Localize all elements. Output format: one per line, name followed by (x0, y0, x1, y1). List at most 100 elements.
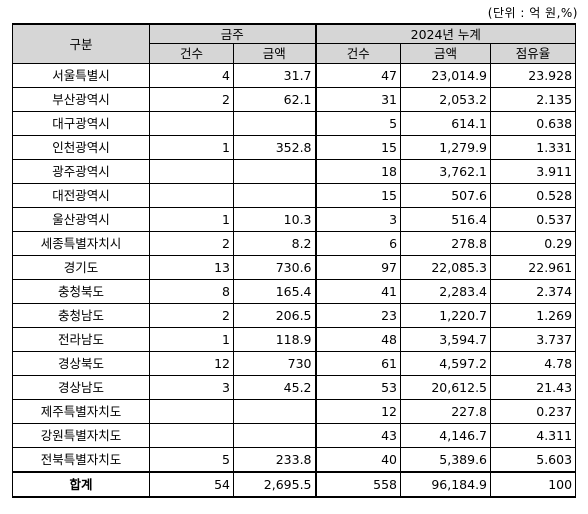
share-cell: 0.537 (490, 207, 577, 232)
week-count-cell: 13 (149, 255, 234, 280)
cum-count-cell: 53 (314, 375, 402, 400)
cum-amount-cell: 4,597.2 (400, 351, 492, 376)
week-amount-cell: 206.5 (232, 303, 317, 328)
table-row: 경상북도 12 730 61 4,597.2 4.78 (12, 351, 577, 376)
week-amount-cell (232, 159, 317, 184)
header-cum-amount: 금액 (400, 43, 492, 64)
share-cell: 1.269 (490, 303, 577, 328)
week-count-cell: 2 (149, 231, 234, 256)
table-row: 전북특별자치도 5 233.8 40 5,389.6 5.603 (12, 447, 577, 473)
cum-amount-cell: 1,279.9 (400, 135, 492, 160)
cum-count-cell: 23 (314, 303, 402, 328)
cum-amount-cell: 278.8 (400, 231, 492, 256)
week-count-cell (149, 399, 234, 424)
cum-amount-cell: 23,014.9 (400, 63, 492, 88)
table-row: 충청북도 8 165.4 41 2,283.4 2.374 (12, 279, 577, 304)
region-cell: 서울특별시 (12, 63, 150, 88)
week-amount-cell (232, 183, 317, 208)
header-week-amount: 금액 (232, 43, 317, 64)
cum-count-cell: 15 (314, 183, 402, 208)
region-cell: 대전광역시 (12, 183, 150, 208)
week-amount-cell: 45.2 (232, 375, 317, 400)
share-cell: 4.311 (490, 423, 577, 448)
week-count-cell: 54 (149, 471, 234, 498)
share-cell: 0.528 (490, 183, 577, 208)
cum-count-cell: 12 (314, 399, 402, 424)
table-row: 광주광역시 18 3,762.1 3.911 (12, 159, 577, 184)
table-row: 전라남도 1 118.9 48 3,594.7 3.737 (12, 327, 577, 352)
region-cell: 충청북도 (12, 279, 150, 304)
header-row-columns: 건수 금액 건수 금액 점유율 (13, 43, 577, 64)
region-cell: 합계 (12, 471, 150, 498)
cum-count-cell: 97 (314, 255, 402, 280)
week-count-cell (149, 159, 234, 184)
cum-count-cell: 18 (314, 159, 402, 184)
cum-amount-cell: 2,283.4 (400, 279, 492, 304)
cum-amount-cell: 3,594.7 (400, 327, 492, 352)
week-amount-cell: 10.3 (232, 207, 317, 232)
cum-amount-cell: 3,762.1 (400, 159, 492, 184)
week-amount-cell (232, 399, 317, 424)
region-summary-table: 구분 금주 2024년 누계 건수 금액 건수 금액 점유율 서울특별시 4 31.… (12, 23, 577, 498)
cum-count-cell: 43 (314, 423, 402, 448)
week-count-cell (149, 183, 234, 208)
region-cell: 전북특별자치도 (12, 447, 150, 473)
region-cell: 경상북도 (12, 351, 150, 376)
region-cell: 인천광역시 (12, 135, 150, 160)
week-amount-cell: 352.8 (232, 135, 317, 160)
header-share: 점유율 (490, 43, 577, 64)
cum-count-cell: 48 (314, 327, 402, 352)
cum-amount-cell: 507.6 (400, 183, 492, 208)
cum-amount-cell: 20,612.5 (400, 375, 492, 400)
week-count-cell: 1 (149, 207, 234, 232)
week-count-cell: 1 (149, 135, 234, 160)
cum-count-cell: 41 (314, 279, 402, 304)
share-cell: 2.374 (490, 279, 577, 304)
total-row: 합계 54 2,695.5 558 96,184.9 100 (12, 471, 577, 498)
share-cell: 0.638 (490, 111, 577, 136)
week-count-cell: 12 (149, 351, 234, 376)
table-row: 경상남도 3 45.2 53 20,612.5 21.43 (12, 375, 577, 400)
cum-count-cell: 40 (314, 447, 402, 473)
cum-amount-cell: 2,053.2 (400, 87, 492, 112)
share-cell: 21.43 (490, 375, 577, 400)
week-count-cell: 5 (149, 447, 234, 473)
region-cell: 제주특별자치도 (12, 399, 150, 424)
header-row-group: 구분 금주 2024년 누계 (12, 23, 577, 64)
week-amount-cell: 62.1 (232, 87, 317, 112)
share-cell: 22.961 (490, 255, 577, 280)
week-amount-cell: 730 (232, 351, 317, 376)
cum-amount-cell: 614.1 (400, 111, 492, 136)
table-row: 세종특별자치시 2 8.2 6 278.8 0.29 (12, 231, 577, 256)
header-week-count: 건수 (149, 43, 234, 64)
week-amount-cell: 2,695.5 (232, 471, 317, 498)
table-row: 강원특별자치도 43 4,146.7 4.311 (12, 423, 577, 448)
table-row: 경기도 13 730.6 97 22,085.3 22.961 (12, 255, 577, 280)
region-cell: 대구광역시 (12, 111, 150, 136)
week-amount-cell: 118.9 (232, 327, 317, 352)
week-count-cell: 8 (149, 279, 234, 304)
table-row: 인천광역시 1 352.8 15 1,279.9 1.331 (12, 135, 577, 160)
week-amount-cell: 8.2 (232, 231, 317, 256)
share-cell: 3.911 (490, 159, 577, 184)
share-cell: 0.237 (490, 399, 577, 424)
share-cell: 23.928 (490, 63, 577, 88)
share-cell: 4.78 (490, 351, 577, 376)
week-count-cell: 4 (149, 63, 234, 88)
cum-count-cell: 15 (314, 135, 402, 160)
region-cell: 전라남도 (12, 327, 150, 352)
share-cell: 100 (490, 471, 577, 498)
cum-amount-cell: 96,184.9 (400, 471, 492, 498)
cum-amount-cell: 22,085.3 (400, 255, 492, 280)
table-row: 대구광역시 5 614.1 0.638 (12, 111, 577, 136)
unit-note: (단위 : 억 원,%) (487, 6, 578, 20)
week-count-cell: 2 (149, 87, 234, 112)
cum-count-cell: 31 (314, 87, 402, 112)
region-cell: 충청남도 (12, 303, 150, 328)
cum-count-cell: 47 (314, 63, 402, 88)
header-cumulative: 2024년 누계 (314, 23, 577, 44)
week-amount-cell: 31.7 (232, 63, 317, 88)
cum-amount-cell: 5,389.6 (400, 447, 492, 473)
cum-count-cell: 6 (314, 231, 402, 256)
week-count-cell: 2 (149, 303, 234, 328)
